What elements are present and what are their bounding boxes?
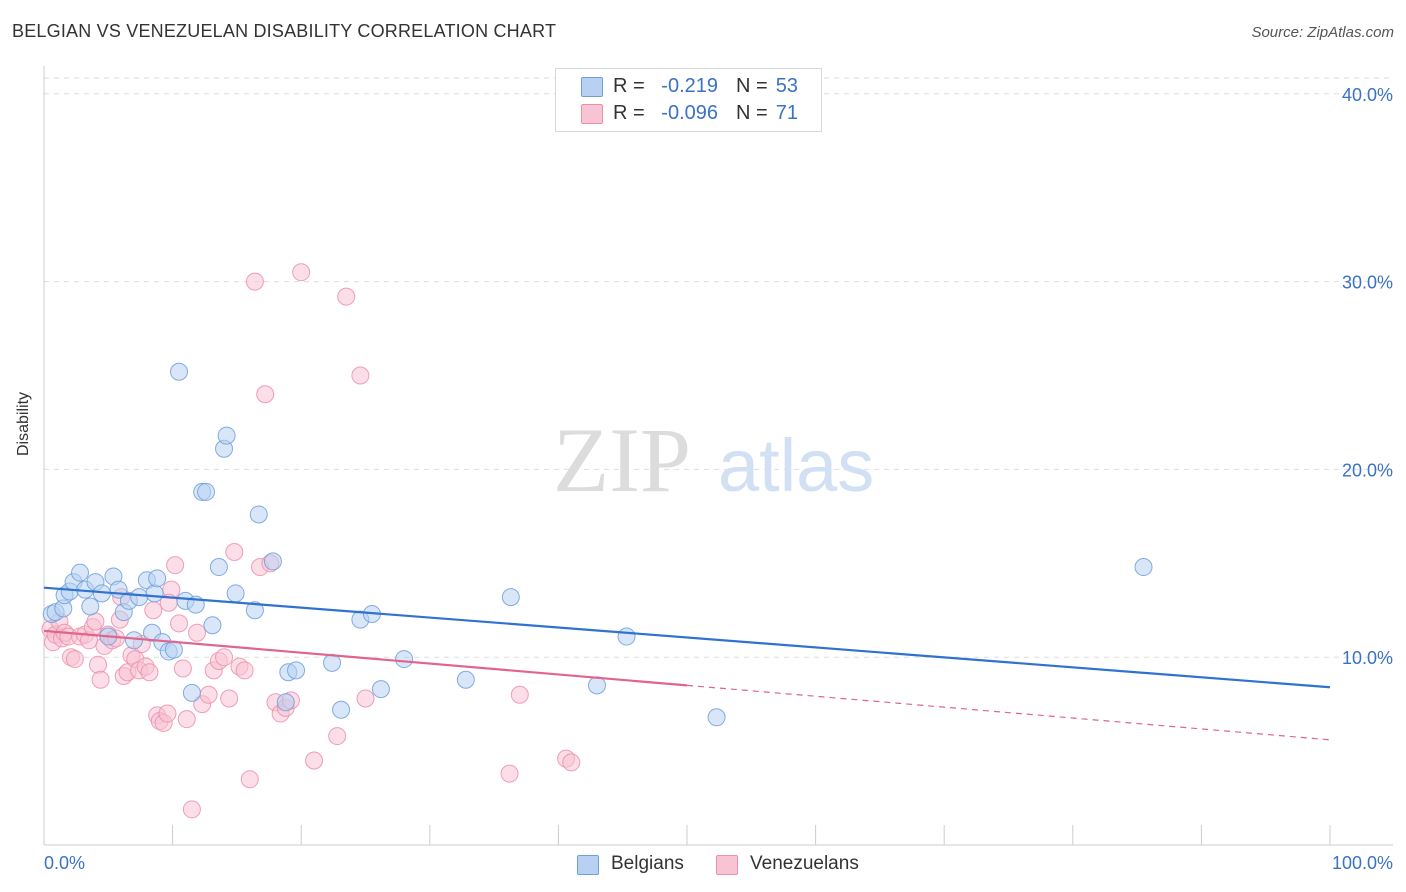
venezuelan-trend-extension <box>686 684 1331 741</box>
belgian-point <box>332 700 351 719</box>
belgians-swatch <box>581 77 603 97</box>
venezuelan-point <box>337 287 356 306</box>
trend-lines <box>43 586 1331 741</box>
belgian-point <box>276 693 295 712</box>
belgian-point <box>587 676 606 695</box>
belgian-point <box>209 558 228 577</box>
belgian-point <box>1134 558 1153 577</box>
belgian-point <box>245 601 264 620</box>
venezuelan-point <box>86 612 105 631</box>
venezuelan-point <box>170 614 189 633</box>
belgian-point <box>81 597 100 616</box>
belgian-point <box>617 627 636 646</box>
venezuelan-point <box>356 689 375 708</box>
venezuelan-point <box>235 661 254 680</box>
venezuelan-point <box>182 800 201 819</box>
belgian-point <box>71 563 90 582</box>
y-tick-label: 20.0% <box>1342 460 1393 480</box>
venezuelans-swatch <box>581 104 603 124</box>
r-value: -0.219 <box>661 75 718 97</box>
belgian-point <box>287 661 306 680</box>
venezuelan-point <box>292 263 311 282</box>
belgian-point <box>263 552 282 571</box>
legend-label: Venezuelans <box>750 853 859 874</box>
n-label: N = <box>736 75 768 97</box>
y-tick-label: 40.0% <box>1342 85 1393 105</box>
venezuelan-trend-line <box>43 629 688 687</box>
venezuelan-point <box>65 650 84 669</box>
venezuelan-point <box>305 751 324 770</box>
r-value: -0.096 <box>661 102 718 124</box>
data-points <box>41 263 1153 819</box>
belgian-point <box>148 569 167 588</box>
belgian-point <box>197 482 216 501</box>
venezuelan-point <box>140 663 159 682</box>
belgian-point <box>203 616 222 635</box>
venezuelan-point <box>562 753 581 772</box>
venezuelan-point <box>91 670 110 689</box>
venezuelan-point <box>173 659 192 678</box>
stats-row-belgians: R = -0.219 N = 53 <box>556 73 821 101</box>
belgian-point <box>501 588 520 607</box>
axes <box>43 66 1393 846</box>
venezuelan-point <box>215 648 234 667</box>
source-label: Source: ZipAtlas.com <box>1251 24 1394 41</box>
watermark-atlas: atlas <box>718 424 874 507</box>
venezuelan-point <box>188 623 207 642</box>
stats-row-venezuelans: R = -0.096 N = 71 <box>556 100 821 128</box>
belgian-point <box>164 640 183 659</box>
venezuelan-point <box>199 685 218 704</box>
belgian-point <box>395 650 414 669</box>
legend-label: Belgians <box>611 853 684 874</box>
belgian-point <box>249 505 268 524</box>
y-tick-label: 10.0% <box>1342 648 1393 668</box>
x-tick-label: 0.0% <box>44 853 85 873</box>
belgian-point <box>170 362 189 381</box>
venezuelan-point <box>158 704 177 723</box>
venezuelan-point <box>256 385 275 404</box>
tick-labels: 10.0% 20.0% 30.0% 40.0% 0.0% 100.0% <box>44 85 1393 873</box>
series-legend: Belgians Venezuelans <box>0 851 1406 879</box>
chart-title: BELGIAN VS VENEZUELAN DISABILITY CORRELA… <box>12 21 557 41</box>
venezuelan-point <box>225 543 244 562</box>
r-label: R = <box>613 75 645 97</box>
belgian-point <box>145 584 164 603</box>
n-value: 71 <box>775 102 798 124</box>
stats-legend: R = -0.219 N = 53 R = -0.096 N = 71 <box>555 68 822 132</box>
venezuelan-point <box>510 685 529 704</box>
n-value: 53 <box>775 75 798 97</box>
y-tick-label: 30.0% <box>1342 273 1393 293</box>
venezuelan-point <box>245 272 264 291</box>
venezuelan-point <box>177 710 196 729</box>
belgian-point <box>371 680 390 699</box>
belgian-trend-line <box>43 586 1331 689</box>
venezuelans-swatch <box>716 855 738 875</box>
belgian-point <box>182 683 201 702</box>
x-tick-label: 100.0% <box>1332 853 1393 873</box>
belgians-swatch <box>577 855 599 875</box>
n-label: N = <box>736 102 768 124</box>
r-label: R = <box>613 102 645 124</box>
venezuelan-point <box>144 601 163 620</box>
belgian-point <box>130 588 149 607</box>
gridlines <box>44 77 1393 658</box>
belgian-point <box>217 426 236 445</box>
watermark-zip: ZIP <box>553 409 691 511</box>
belgian-point <box>456 670 475 689</box>
venezuelan-point <box>89 655 108 674</box>
venezuelan-point <box>351 366 370 385</box>
belgian-point <box>226 584 245 603</box>
venezuelan-point <box>166 556 185 575</box>
venezuelan-point <box>240 770 259 789</box>
belgian-point <box>707 708 726 727</box>
venezuelan-point <box>500 764 519 783</box>
belgian-point <box>125 631 144 650</box>
venezuelan-point <box>220 689 239 708</box>
venezuelan-point <box>328 727 347 746</box>
